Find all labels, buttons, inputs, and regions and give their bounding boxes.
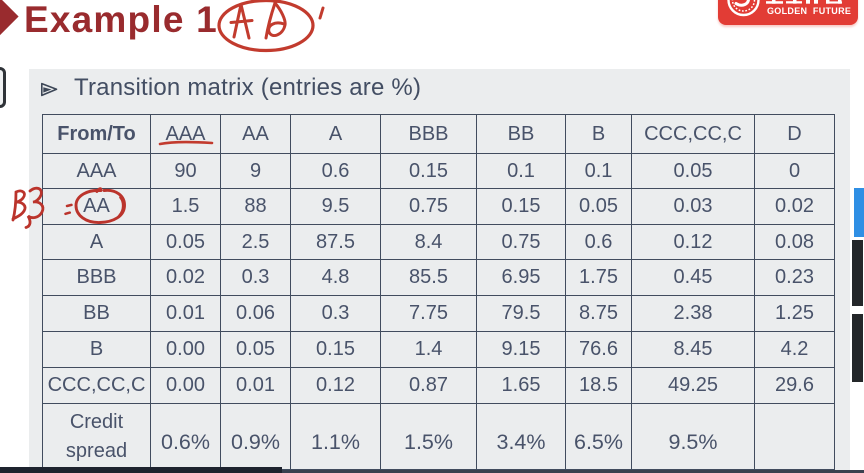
svg-text:GOLDEN FUTURE: GOLDEN FUTURE (767, 6, 851, 16)
